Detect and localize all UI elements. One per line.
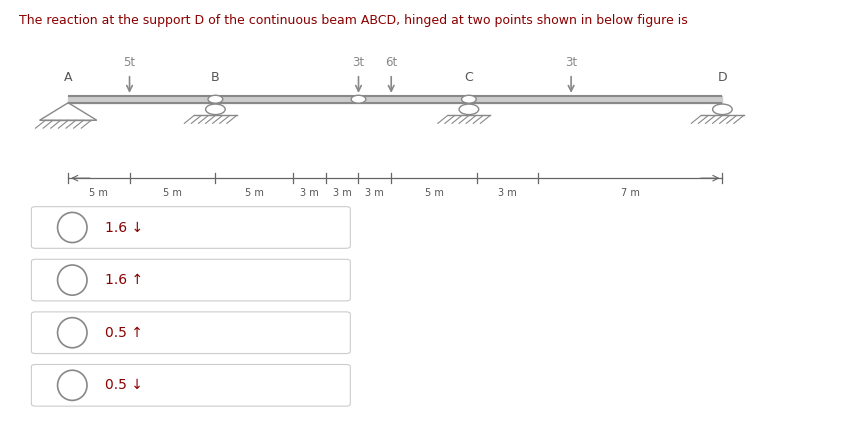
FancyBboxPatch shape [31, 365, 350, 406]
Text: 5 m: 5 m [89, 188, 109, 198]
Text: 3 m: 3 m [499, 188, 517, 198]
Text: 1.6 ↓: 1.6 ↓ [105, 221, 143, 234]
Text: 5 m: 5 m [163, 188, 182, 198]
Circle shape [461, 95, 477, 103]
Text: 5 m: 5 m [245, 188, 264, 198]
Text: C: C [465, 71, 473, 84]
Text: 3 m: 3 m [300, 188, 319, 198]
Text: 3 m: 3 m [365, 188, 384, 198]
Text: The reaction at the support D of the continuous beam ABCD, hinged at two points : The reaction at the support D of the con… [20, 14, 688, 27]
Text: 6t: 6t [385, 56, 398, 68]
Text: 7 m: 7 m [621, 188, 640, 198]
Text: 1.6 ↑: 1.6 ↑ [105, 273, 143, 287]
Text: 5t: 5t [124, 56, 136, 68]
FancyBboxPatch shape [31, 206, 350, 248]
Text: 0.5 ↑: 0.5 ↑ [105, 326, 142, 340]
Text: 3t: 3t [353, 56, 365, 68]
Text: B: B [211, 71, 220, 84]
FancyBboxPatch shape [31, 259, 350, 301]
Text: D: D [717, 71, 728, 84]
FancyBboxPatch shape [31, 312, 350, 353]
Text: 3t: 3t [565, 56, 577, 68]
Text: 3 m: 3 m [332, 188, 352, 198]
Text: 0.5 ↓: 0.5 ↓ [105, 378, 142, 392]
Text: 5 m: 5 m [425, 188, 444, 198]
Text: A: A [64, 71, 72, 84]
Circle shape [208, 95, 223, 103]
Circle shape [351, 95, 365, 103]
